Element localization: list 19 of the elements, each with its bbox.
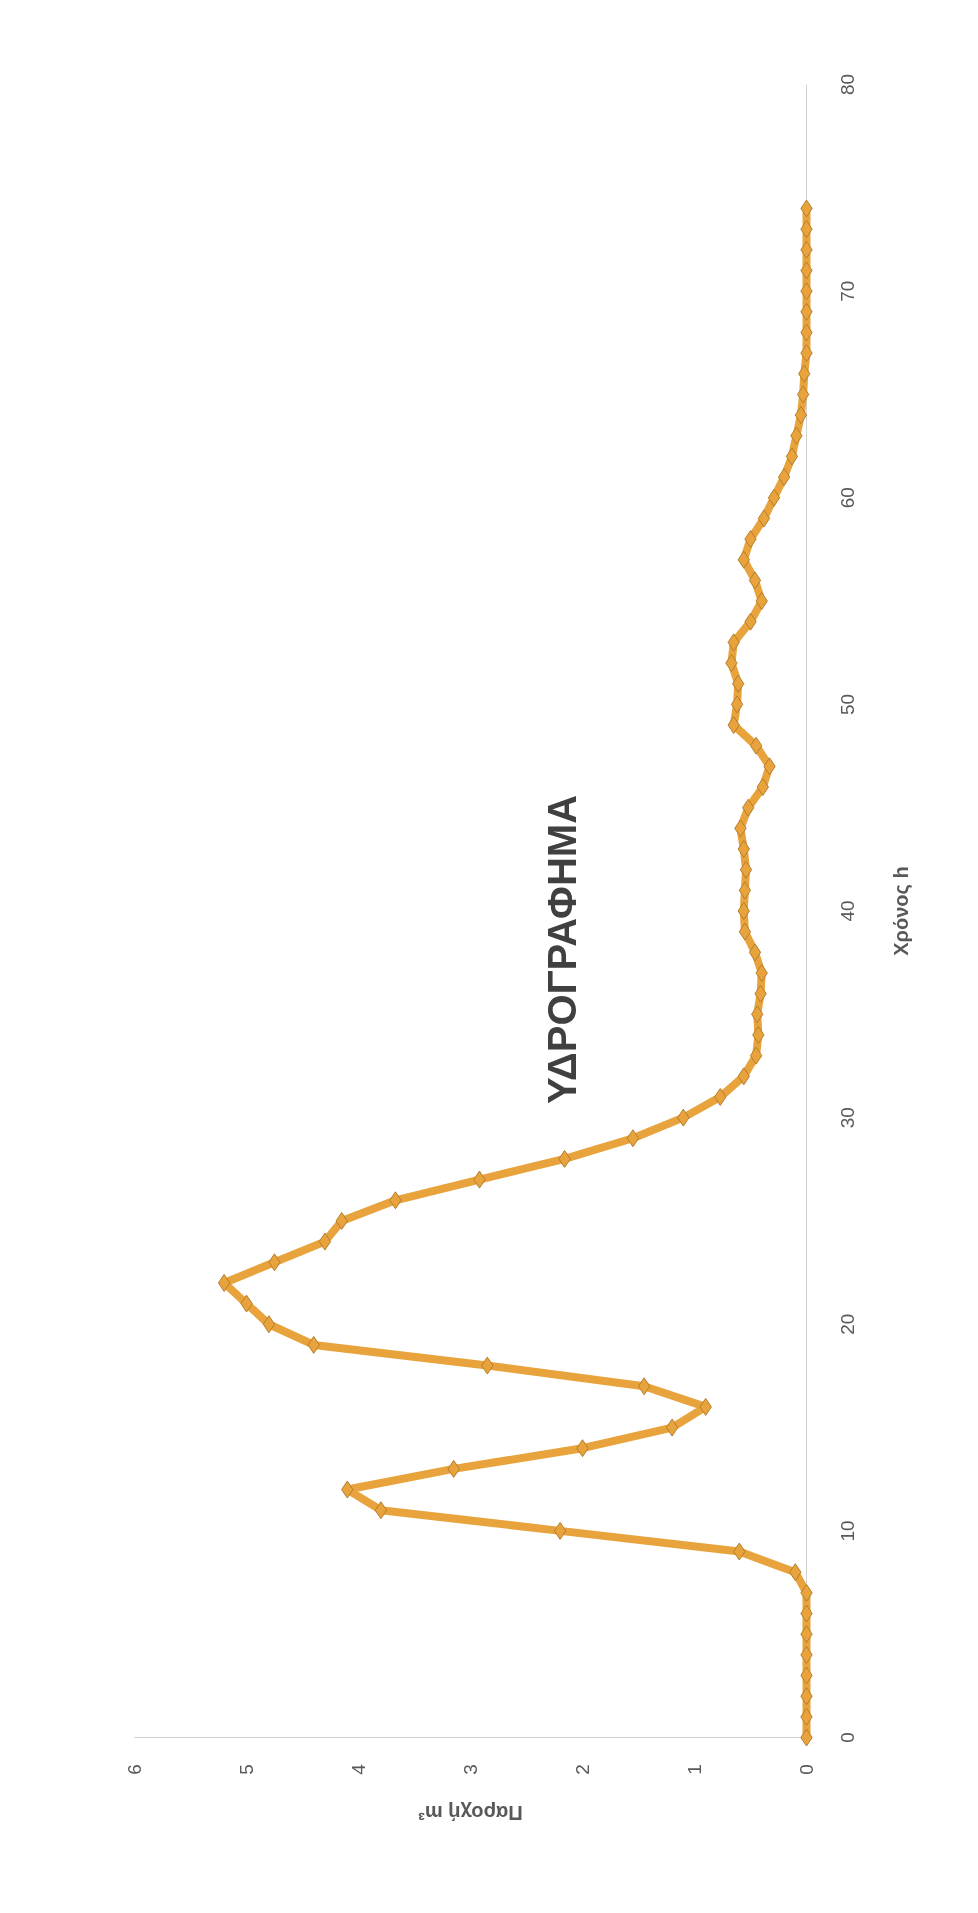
x-tick-label: 5 <box>236 1764 257 1775</box>
y-tick-label: 40 <box>837 900 858 922</box>
x-tick-label: 6 <box>124 1764 145 1775</box>
y-axis-title: Χρόνος h <box>889 866 912 956</box>
y-tick-label: 50 <box>837 693 858 715</box>
x-tick-label: 3 <box>460 1764 481 1775</box>
x-tick-label: 1 <box>684 1764 705 1775</box>
y-tick-label: 70 <box>837 280 858 302</box>
y-tick-label: 10 <box>837 1520 858 1542</box>
y-tick-label: 20 <box>837 1313 858 1335</box>
x-tick-label: 2 <box>572 1764 593 1775</box>
x-tick-label: 0 <box>796 1764 817 1775</box>
y-tick-label: 0 <box>837 1732 858 1743</box>
y-tick-label: 60 <box>837 487 858 509</box>
x-axis-title: Παροχή m³ <box>417 1801 523 1824</box>
y-tick-label: 80 <box>837 73 858 96</box>
text: ΥΔΡΟΓΡΑΦΗΜΑ <box>539 794 584 1105</box>
x-tick-label: 4 <box>348 1763 369 1775</box>
y-tick-label: 30 <box>837 1107 858 1129</box>
